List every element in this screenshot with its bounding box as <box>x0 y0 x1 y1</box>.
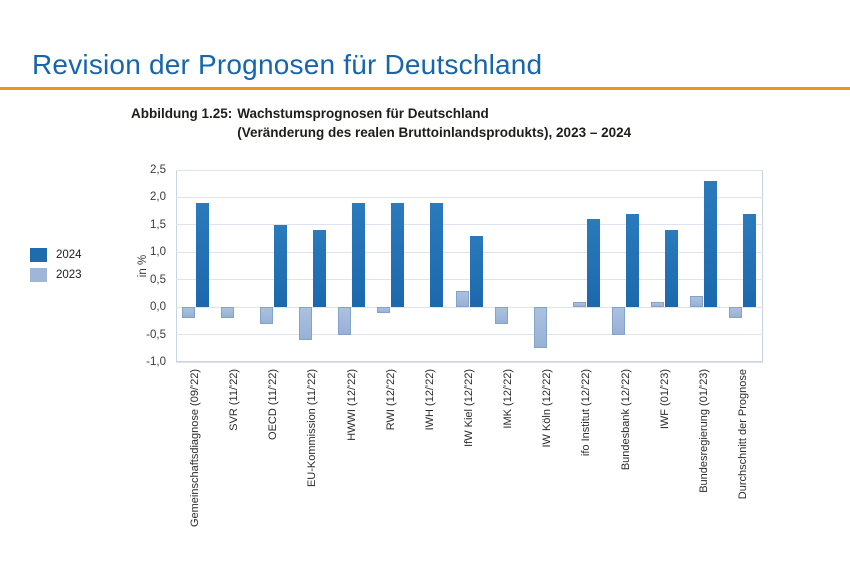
bar-2024 <box>586 219 600 308</box>
gridline <box>176 361 763 363</box>
figure-caption: Abbildung 1.25: Wachstumsprognosen für D… <box>131 104 631 142</box>
bar-2023 <box>729 307 743 319</box>
gridline <box>176 334 763 336</box>
bar-2023 <box>377 307 391 313</box>
bar-2024 <box>391 202 405 308</box>
caption-line2: (Veränderung des realen Bruttoinlandspro… <box>237 125 632 140</box>
bar-2023 <box>259 307 273 324</box>
gridline <box>176 196 763 198</box>
bar-2023 <box>338 307 352 335</box>
x-axis-label: ifo Institut (12/'22) <box>580 369 593 457</box>
bar-2024 <box>469 235 483 308</box>
legend-item-2024: 2024 <box>30 247 82 262</box>
x-axis-label: IWH (12/'22) <box>423 369 436 431</box>
bar-2023 <box>298 307 312 341</box>
bar-2023 <box>181 307 195 319</box>
bar-2023 <box>572 301 586 308</box>
page-title: Revision der Prognosen für Deutschland <box>32 48 543 80</box>
legend-swatch-2024 <box>30 247 47 262</box>
bar-2024 <box>273 224 287 308</box>
bar-2023 <box>455 290 469 308</box>
bar-2024 <box>312 230 326 308</box>
x-axis-label: OECD (11/'22) <box>267 369 280 440</box>
bar-2024 <box>430 202 444 308</box>
legend-item-2023: 2023 <box>30 267 82 282</box>
gridline <box>176 306 763 308</box>
caption-prefix: Abbildung 1.25: <box>131 106 233 121</box>
x-axis-label: SVR (11/'22) <box>228 369 241 431</box>
legend-swatch-2023 <box>30 267 47 282</box>
y-tick-label: 2,0 <box>150 191 166 204</box>
x-axis-label: Bundesbank (12/'22) <box>619 369 632 471</box>
y-tick-label: 2,5 <box>150 164 166 176</box>
y-tick-label: 0,0 <box>150 301 166 314</box>
bar-2023 <box>533 307 547 349</box>
bar-2023 <box>612 307 626 335</box>
caption-text: Wachstumsprognosen für Deutschland (Verä… <box>237 104 631 142</box>
bar-2023 <box>651 301 665 308</box>
y-tick-label: 1,5 <box>150 218 166 231</box>
bar-2024 <box>743 213 757 308</box>
bar-2024 <box>195 202 209 308</box>
bar-2024 <box>626 213 640 308</box>
y-tick-label: -0,5 <box>146 328 166 341</box>
bar-2024 <box>665 230 679 308</box>
x-axis-label: EU-Kommission (11/'22) <box>306 369 319 488</box>
y-tick-label: 0,5 <box>150 273 166 286</box>
x-axis-label: IfW Kiel (12/'22) <box>463 369 475 447</box>
x-axis-label: Durchschnitt der Prognose <box>736 369 749 500</box>
legend: 2024 2023 <box>30 247 82 287</box>
legend-label-2023: 2023 <box>56 268 82 281</box>
bar-2024 <box>704 180 718 308</box>
gridline <box>176 224 763 226</box>
bar-2024 <box>352 202 366 308</box>
x-axis-label: IWF (01/'23) <box>658 369 671 430</box>
bar-2023 <box>494 307 508 324</box>
x-axis-label: IMK (12/'22) <box>502 369 515 429</box>
caption-line1: Wachstumsprognosen für Deutschland <box>237 106 489 121</box>
legend-label-2024: 2024 <box>56 248 82 261</box>
x-axis-label: Bundesregierung (01/'23) <box>697 369 710 493</box>
y-tick-label: -1,0 <box>146 356 166 368</box>
x-axis-label: RWI (12/'22) <box>384 369 397 431</box>
gridline <box>176 169 763 171</box>
bar-2023 <box>690 296 704 308</box>
x-axis-label: Gemeinschaftsdiagnose (09/'22) <box>189 369 202 528</box>
x-axis-label: IW Köln (12/'22) <box>541 369 554 448</box>
y-tick-label: 1,0 <box>150 246 166 259</box>
x-axis-label: HWWI (12/'22) <box>345 369 358 441</box>
title-divider <box>0 87 850 90</box>
bar-2023 <box>220 307 234 319</box>
